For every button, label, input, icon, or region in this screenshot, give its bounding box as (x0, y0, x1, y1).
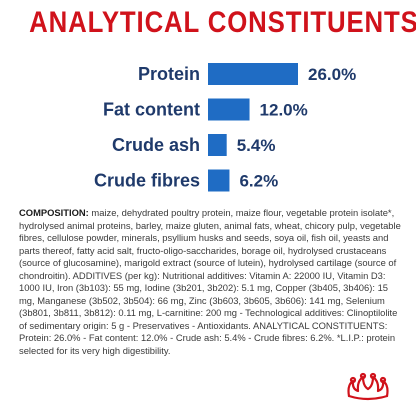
chart-title: ANALYTICAL CONSTITUENTS (29, 6, 416, 39)
bar (208, 134, 227, 156)
category-label: Crude ash (112, 135, 200, 155)
composition-heading: COMPOSITION: (19, 207, 89, 218)
value-label: 6.2% (239, 172, 278, 191)
composition-body: maize, dehydrated poultry protein, maize… (19, 207, 401, 356)
bar (208, 98, 250, 121)
value-label: 12.0% (260, 101, 308, 120)
value-label: 26.0% (308, 65, 356, 84)
bar-chart: Protein 26.0% Fat content 12.0% Crude ash 5.4… (94, 63, 356, 192)
category-label: Crude fibres (94, 171, 200, 191)
category-label: Protein (138, 64, 200, 84)
category-label: Fat content (103, 100, 200, 120)
bar (208, 63, 298, 85)
composition-text: COMPOSITION: maize, dehydrated poultry p… (19, 207, 401, 357)
bar (208, 169, 230, 192)
crown-icon (347, 372, 389, 401)
value-label: 5.4% (237, 136, 276, 155)
